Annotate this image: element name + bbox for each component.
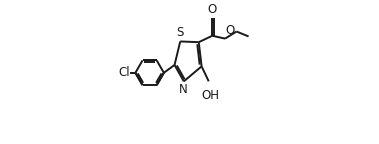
- Text: OH: OH: [201, 89, 219, 102]
- Text: Cl: Cl: [118, 66, 130, 79]
- Text: O: O: [208, 3, 217, 16]
- Text: N: N: [179, 84, 188, 96]
- Text: O: O: [226, 24, 235, 37]
- Text: S: S: [177, 26, 184, 39]
